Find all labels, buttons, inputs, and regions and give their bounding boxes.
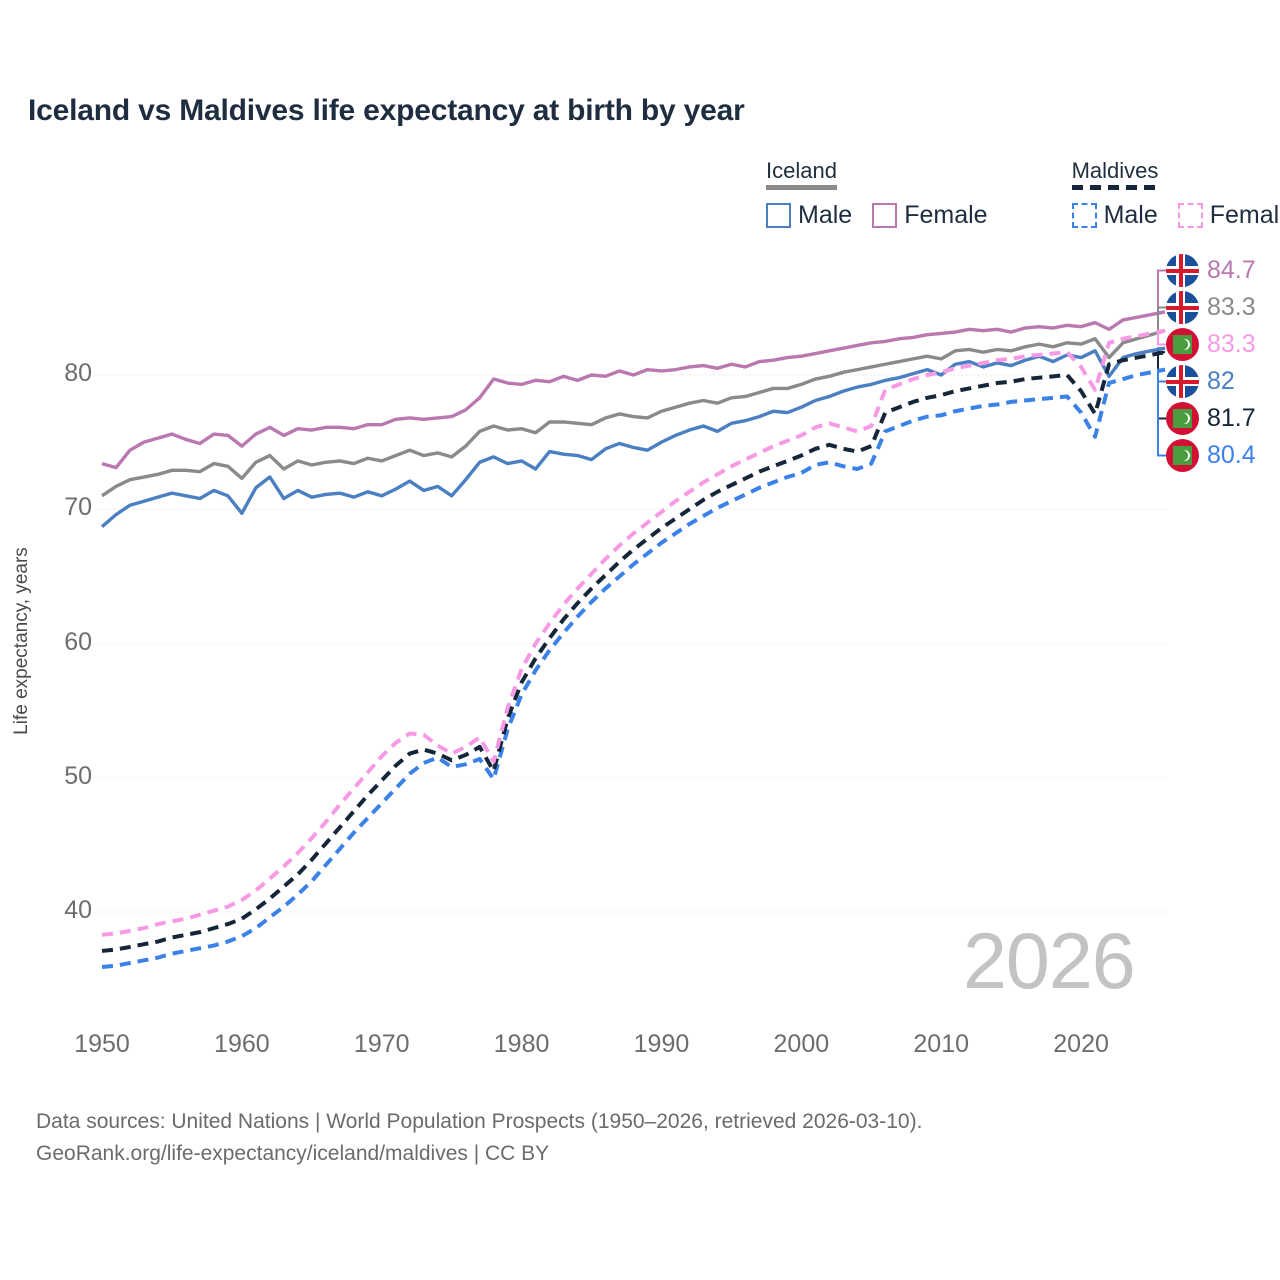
y-tick-label: 50 — [64, 761, 92, 790]
legend-item-label: Male — [1103, 201, 1158, 229]
end-label-maldives-total: 81.7 — [1166, 400, 1256, 437]
x-tick-label: 2020 — [1053, 1030, 1109, 1058]
legend-item-maldives-male[interactable]: Male — [1071, 201, 1158, 229]
maldives-flag-icon — [1166, 402, 1199, 435]
iceland-flag-icon — [1166, 365, 1199, 398]
legend-items: Male Female — [1071, 201, 1280, 229]
end-label-value: 84.7 — [1207, 256, 1256, 284]
end-label-iceland-male: 82 — [1166, 363, 1256, 400]
x-tick-label: 1990 — [633, 1030, 690, 1058]
end-label-value: 83.3 — [1207, 293, 1256, 321]
end-label-leader-line — [1157, 329, 1166, 346]
legend-item-label: Female — [1209, 201, 1280, 229]
series-line-maldives-male — [101, 367, 1166, 970]
legend-country-rule — [766, 185, 837, 190]
end-label-leader-line — [1157, 351, 1166, 420]
footer-sources: Data sources: United Nations | World Pop… — [36, 1110, 923, 1133]
series-line-maldives-female — [101, 328, 1166, 937]
x-tick-label: 1950 — [74, 1030, 130, 1058]
legend-item-maldives-female[interactable]: Female — [1177, 201, 1280, 229]
legend-swatch-icon — [872, 203, 898, 228]
x-tick-label: 2010 — [913, 1030, 970, 1058]
footer-attribution: GeoRank.org/life-expectancy/iceland/mald… — [36, 1141, 550, 1165]
y-tick-label: 80 — [64, 359, 92, 387]
series-line-maldives-total — [101, 350, 1166, 953]
end-label-iceland-female: 84.7 — [1166, 252, 1256, 289]
y-tick-label: 40 — [64, 896, 92, 924]
legend-country-name: Maldives — [1071, 160, 1159, 194]
chart-legend: Iceland Male Female Maldives Male Female — [766, 160, 1280, 228]
maldives-flag-icon — [1166, 328, 1199, 361]
end-label-maldives-female: 83.3 — [1166, 326, 1256, 363]
series-line-iceland-female — [101, 310, 1166, 470]
year-watermark: 2026 — [963, 916, 1136, 1005]
legend-item-iceland-female[interactable]: Female — [872, 201, 988, 229]
page-title: Iceland vs Maldives life expectancy at b… — [28, 94, 745, 127]
legend-swatch-icon — [766, 203, 791, 228]
end-label-iceland-total: 83.3 — [1166, 289, 1256, 326]
legend-items: Male Female — [766, 203, 988, 228]
end-label-value: 82 — [1207, 367, 1235, 395]
end-label-value: 83.3 — [1207, 330, 1256, 358]
y-tick-label: 60 — [64, 627, 92, 656]
series-line-iceland-total — [101, 329, 1166, 498]
series-line-iceland-male — [100, 346, 1166, 528]
legend-group-iceland: Iceland Male Female — [766, 160, 988, 228]
x-tick-label: 1970 — [353, 1030, 410, 1058]
series-end-labels: 84.7 83.3 83.3 82 81.7 80.4 — [1166, 252, 1256, 474]
end-label-value: 80.4 — [1207, 441, 1256, 469]
chart-footer: Data sources: United Nations | World Pop… — [36, 1106, 922, 1170]
y-tick-label: 70 — [64, 493, 92, 522]
x-tick-label: 1960 — [214, 1030, 270, 1058]
legend-country-name: Iceland — [766, 160, 837, 194]
legend-country-rule — [1071, 185, 1159, 190]
end-label-value: 81.7 — [1207, 404, 1256, 432]
end-label-leader-line — [1157, 269, 1166, 313]
end-label-maldives-male: 80.4 — [1166, 437, 1256, 474]
legend-item-label: Male — [798, 201, 853, 229]
legend-item-label: Female — [904, 201, 988, 229]
end-label-leader-line — [1157, 368, 1166, 457]
maldives-flag-icon — [1166, 439, 1199, 472]
x-tick-label: 1980 — [493, 1030, 550, 1058]
iceland-flag-icon — [1166, 254, 1199, 287]
legend-swatch-icon — [1071, 203, 1097, 228]
legend-group-maldives: Maldives Male Female — [1071, 160, 1280, 229]
legend-item-iceland-male[interactable]: Male — [766, 203, 852, 228]
legend-swatch-icon — [1177, 203, 1203, 228]
iceland-flag-icon — [1166, 291, 1199, 324]
x-tick-label: 2000 — [773, 1030, 830, 1058]
